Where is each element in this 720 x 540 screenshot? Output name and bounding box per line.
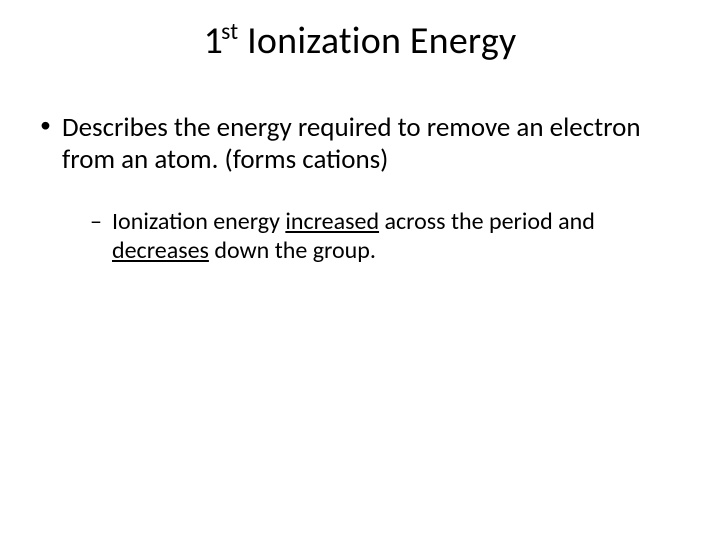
- sub-text-mid: across the period and: [379, 207, 595, 236]
- sub-bullet-list: Ionization energy increased across the p…: [62, 208, 682, 266]
- slide-title: 1st Ionization Energy: [0, 0, 720, 64]
- bullet-text: Describes the energy required to remove …: [62, 111, 641, 176]
- sub-text-post: down the group.: [209, 236, 376, 265]
- underlined-word: increased: [285, 207, 379, 236]
- list-item: Ionization energy increased across the p…: [90, 208, 682, 266]
- list-item: Describes the energy required to remove …: [38, 112, 682, 265]
- slide-content: Describes the energy required to remove …: [0, 64, 720, 265]
- title-rest: Ionization Energy: [238, 18, 516, 64]
- sub-text-pre: Ionization energy: [112, 207, 285, 236]
- slide: 1st Ionization Energy Describes the ener…: [0, 0, 720, 540]
- title-ordinal: st: [221, 18, 238, 46]
- bullet-list: Describes the energy required to remove …: [38, 112, 682, 265]
- underlined-word: decreases: [112, 236, 209, 265]
